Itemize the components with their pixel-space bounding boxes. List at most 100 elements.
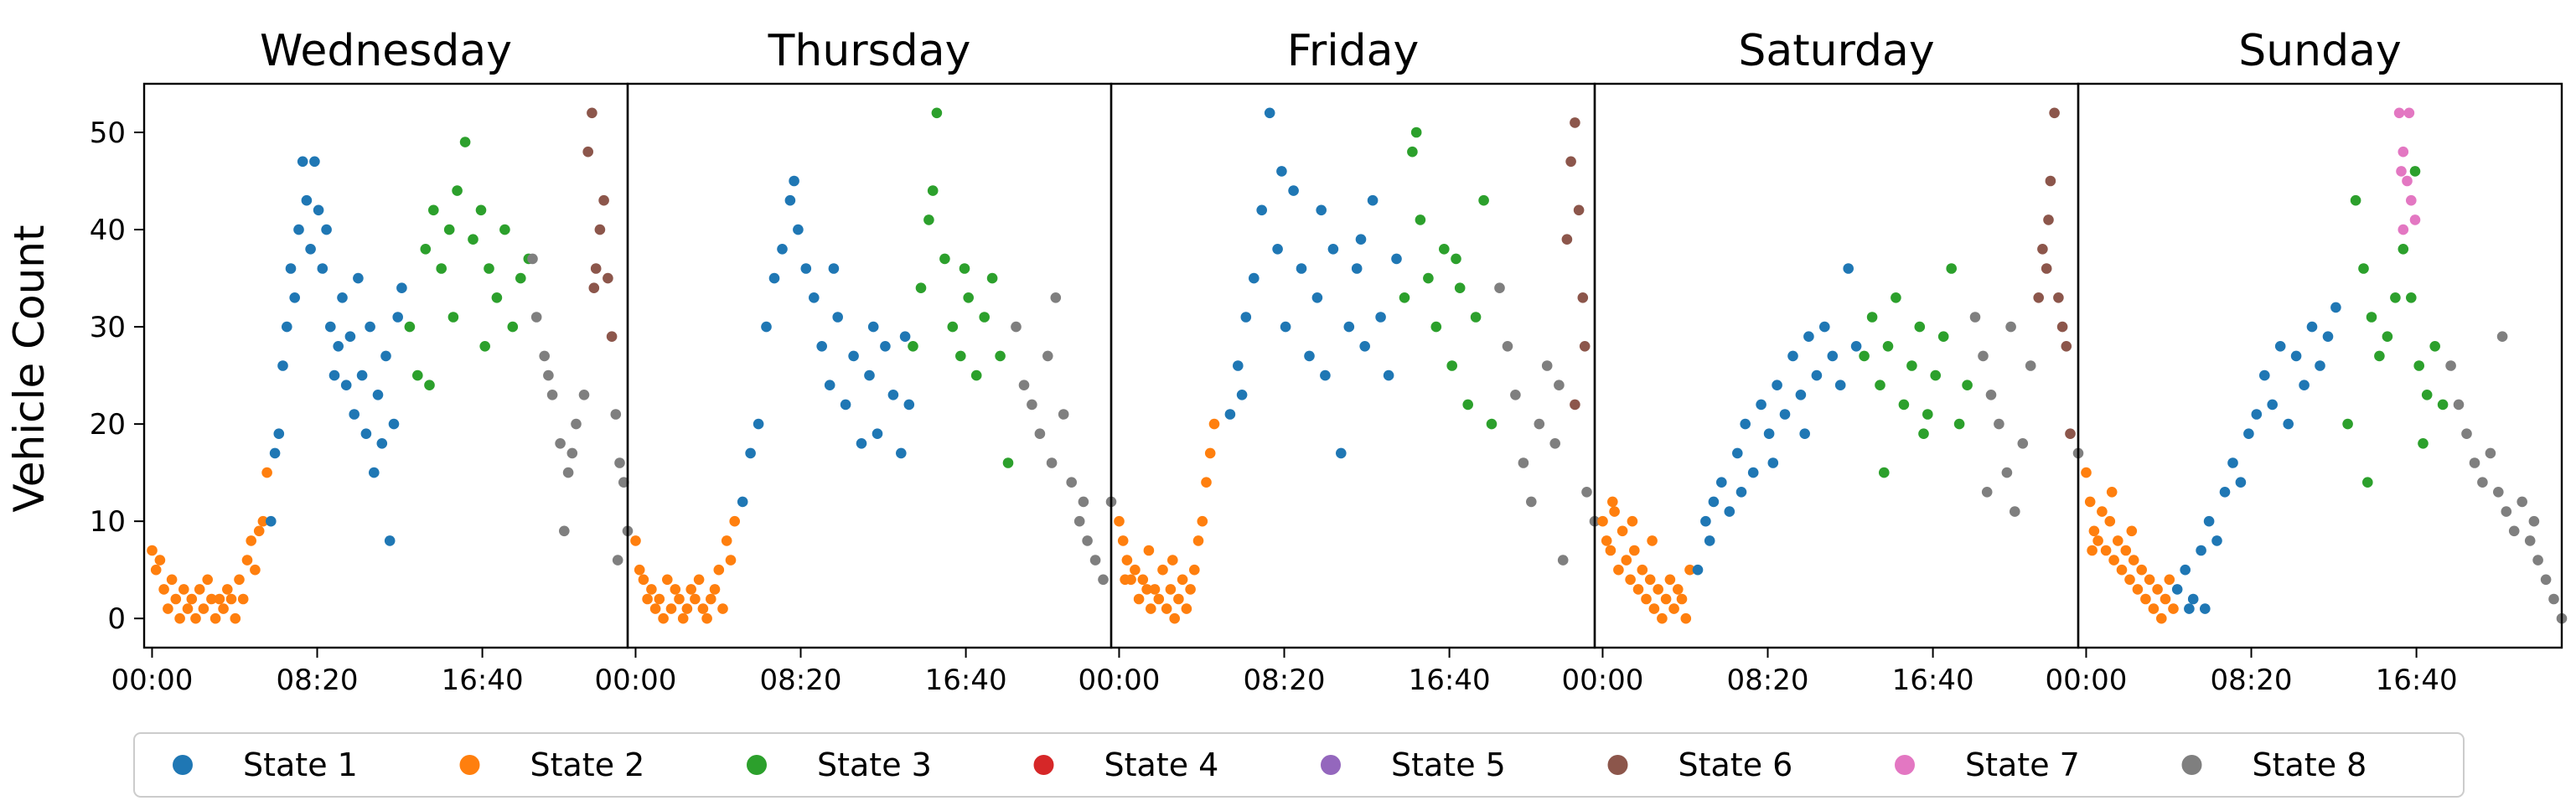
data-point-state-1 (289, 292, 301, 303)
data-point-state-1 (1355, 234, 1367, 245)
data-point-state-2 (214, 593, 225, 605)
legend-item-state-7: State 7 (1895, 746, 2080, 783)
data-point-state-1 (2315, 360, 2325, 371)
data-point-state-6 (2043, 214, 2054, 225)
data-point-state-8 (559, 525, 570, 537)
data-point-state-8 (2485, 447, 2496, 459)
data-point-state-3 (955, 350, 966, 362)
data-point-state-1 (1327, 244, 1339, 255)
data-point-state-8 (2501, 506, 2512, 517)
data-point-state-1 (396, 282, 407, 294)
data-point-state-1 (1375, 312, 1386, 323)
legend-box (133, 732, 2465, 798)
legend-item-state-8: State 8 (2181, 746, 2367, 783)
data-point-state-2 (1120, 574, 1130, 586)
data-point-state-8 (2496, 331, 2508, 343)
data-point-state-1 (1827, 350, 1839, 362)
data-point-state-1 (309, 156, 320, 168)
data-point-state-2 (1648, 603, 1660, 614)
data-point-state-8 (610, 409, 622, 420)
data-point-state-6 (1570, 117, 1580, 128)
legend-item-state-3: State 3 (747, 746, 932, 783)
legend-marker (459, 755, 480, 775)
data-point-state-7 (2406, 194, 2417, 206)
data-point-state-2 (630, 535, 641, 546)
data-point-state-2 (1114, 515, 1125, 527)
data-point-state-8 (2445, 360, 2456, 371)
data-point-state-2 (222, 584, 233, 595)
data-point-state-3 (1962, 380, 1973, 391)
data-point-state-3 (424, 380, 435, 391)
data-point-state-1 (1272, 244, 1283, 255)
data-point-state-2 (2148, 603, 2160, 614)
data-point-state-1 (2299, 380, 2310, 391)
data-point-state-1 (2274, 341, 2286, 352)
data-point-state-2 (721, 535, 732, 546)
panel-title: Wednesday (260, 26, 512, 76)
data-point-state-3 (2366, 312, 2377, 323)
data-point-state-3 (2358, 263, 2369, 274)
data-point-state-2 (1632, 584, 1644, 595)
data-point-state-1 (1240, 312, 1252, 323)
legend-item-state-5: State 5 (1321, 746, 1506, 783)
data-point-state-2 (1192, 535, 1204, 546)
data-point-state-2 (638, 574, 649, 586)
data-point-state-3 (428, 204, 439, 216)
data-point-state-2 (158, 584, 169, 595)
data-point-state-2 (654, 593, 665, 605)
data-point-state-2 (2120, 545, 2132, 556)
x-tick-label: 16:40 (442, 664, 524, 697)
data-point-state-1 (349, 409, 360, 420)
data-point-state-8 (543, 369, 554, 381)
legend-label: State 6 (1679, 746, 1793, 783)
data-point-state-2 (1684, 564, 1695, 576)
data-point-state-1 (832, 312, 843, 323)
data-point-state-3 (1879, 467, 1890, 478)
data-point-state-2 (681, 603, 693, 614)
data-point-state-1 (1843, 263, 1854, 274)
data-point-state-2 (1609, 506, 1620, 517)
data-point-state-2 (2092, 535, 2103, 546)
data-point-state-3 (1937, 331, 1949, 343)
legend-marker (1895, 755, 1915, 775)
data-point-state-3 (1454, 282, 1466, 294)
data-point-state-3 (2421, 390, 2433, 400)
data-point-state-2 (2126, 525, 2138, 537)
data-point-state-6 (582, 146, 593, 158)
data-point-state-1 (896, 447, 907, 459)
data-point-state-3 (1430, 321, 1442, 333)
data-point-state-3 (970, 369, 982, 381)
data-point-state-1 (1336, 447, 1347, 459)
data-point-state-8 (1994, 418, 2004, 430)
legend-label: State 3 (817, 746, 932, 783)
data-point-state-8 (1502, 341, 1513, 352)
data-point-state-3 (939, 253, 950, 265)
legend-label: State 8 (2253, 746, 2367, 783)
x-tick-label: 00:00 (2045, 664, 2127, 697)
data-point-state-3 (420, 244, 432, 255)
data-point-state-2 (1146, 603, 1156, 614)
data-point-state-3 (1930, 369, 1941, 381)
panel-thursday: Thursday 00:00 08:20 16:40 (594, 26, 1117, 697)
data-point-state-3 (1859, 350, 1870, 362)
data-point-state-1 (328, 369, 340, 381)
data-point-state-2 (717, 603, 728, 614)
data-point-state-8 (1981, 487, 1993, 498)
data-point-state-3 (507, 321, 519, 333)
data-point-state-3 (1462, 399, 1473, 411)
data-point-state-2 (658, 612, 669, 624)
data-point-state-2 (1161, 603, 1172, 614)
data-point-state-8 (1541, 360, 1553, 371)
panel-saturday: Saturday 00:00 08:20 16:40 (1561, 26, 2084, 697)
data-point-state-2 (1637, 564, 1648, 576)
data-point-state-1 (2200, 603, 2211, 614)
data-point-state-2 (662, 574, 673, 586)
data-point-state-2 (1153, 593, 1165, 605)
data-point-state-1 (1704, 535, 1715, 546)
x-tick-label: 08:20 (277, 664, 359, 697)
data-point-state-2 (2108, 555, 2119, 566)
data-point-state-6 (594, 224, 606, 235)
data-point-state-1 (1787, 350, 1798, 362)
x-tick-label: 16:40 (925, 664, 1007, 697)
